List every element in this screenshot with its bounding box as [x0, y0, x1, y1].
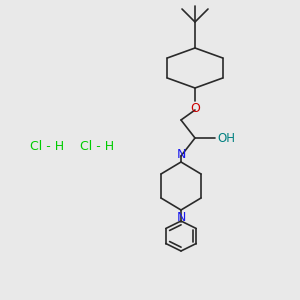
Text: OH: OH: [217, 131, 235, 145]
Text: N: N: [176, 148, 186, 161]
Text: O: O: [190, 102, 200, 115]
Text: N: N: [176, 211, 186, 224]
Text: Cl - H: Cl - H: [80, 140, 114, 154]
Text: Cl - H: Cl - H: [30, 140, 64, 154]
